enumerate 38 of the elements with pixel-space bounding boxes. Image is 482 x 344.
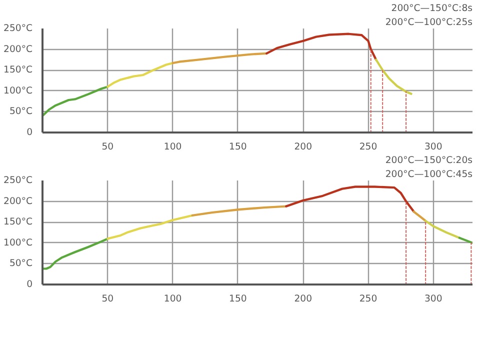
line-series — [172, 52, 268, 64]
x-tick-label: 100 — [164, 142, 182, 152]
line-series — [106, 62, 174, 88]
x-tick-label: 300 — [424, 294, 442, 304]
x-tick-label: 200 — [294, 294, 312, 304]
x-tick-label: 100 — [164, 294, 182, 304]
line-series — [106, 214, 194, 240]
y-tick-label: 50°C — [9, 106, 33, 118]
line-series — [266, 32, 378, 61]
y-tick-label: 0 — [26, 279, 33, 290]
x-tick-label: 150 — [229, 294, 247, 304]
text: 200°C—150°C:20s — [385, 155, 473, 166]
x-tick-label: 150 — [229, 142, 247, 152]
text: 200°C—100°C:25s — [385, 17, 473, 28]
x-tick-label: 300 — [424, 142, 442, 152]
x-tick-label: 50 — [102, 142, 114, 152]
y-tick-label: 50°C — [9, 258, 33, 270]
line-series — [42, 86, 109, 117]
x-tick-label: 250 — [359, 294, 378, 304]
y-tick-label: 200°C — [4, 196, 32, 207]
line-series — [285, 186, 415, 213]
y-tick-label: 100°C — [4, 237, 32, 248]
y-tick-label: 150°C — [4, 64, 32, 76]
y-tick-label: 250°C — [4, 175, 32, 186]
text: 200°C—100°C:45s — [385, 169, 473, 180]
x-tick-label: 200 — [294, 142, 312, 152]
line-series — [374, 58, 412, 95]
x-tick-label: 50 — [102, 294, 114, 304]
y-tick-label: 200°C — [4, 44, 32, 55]
line-series — [424, 220, 461, 240]
y-tick-label: 150°C — [4, 216, 32, 228]
line-series — [42, 238, 109, 270]
x-tick-label: 250 — [359, 142, 378, 152]
y-tick-label: 250°C — [4, 23, 32, 34]
y-tick-label: 100°C — [4, 85, 32, 96]
line-series — [191, 205, 288, 217]
y-tick-label: 0 — [26, 127, 33, 138]
text: 200°C—150°C:8s — [391, 3, 473, 14]
